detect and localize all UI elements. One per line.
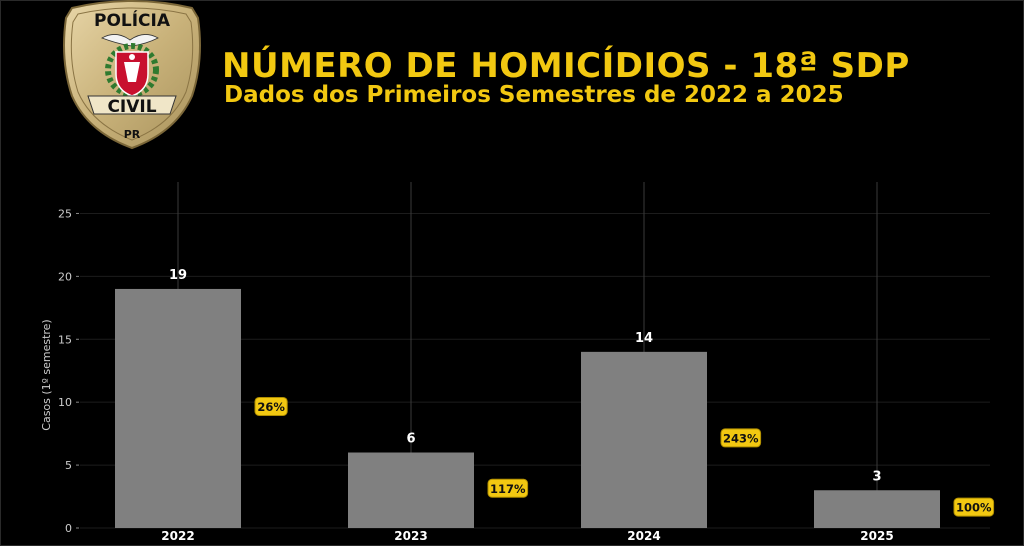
percent-badge	[254, 396, 288, 416]
y-axis-label: Casos (1º semestre)	[40, 319, 53, 430]
label-layer: 19 2022 26% 6 2023 117% 14 2024 243% 3 2025 100%	[161, 268, 995, 543]
police-badge-icon: POLÍCIA CIVIL PR	[58, 0, 206, 150]
value-label: 3	[872, 469, 881, 484]
axis-layer: 0 5 10 15 20 25 Casos (1º semestre)	[40, 207, 79, 535]
bar	[115, 288, 241, 528]
y-tick-label: 0	[65, 522, 72, 535]
bar-layer	[115, 288, 940, 528]
chart-subtitle: Dados dos Primeiros Semestres de 2022 a …	[224, 82, 844, 108]
percent-label: 26%	[257, 400, 285, 414]
badge-state-text: PR	[124, 128, 141, 141]
value-label: 19	[169, 268, 187, 283]
chart-title: NÚMERO DE HOMICÍDIOS - 18ª SDP	[222, 46, 910, 86]
x-tick-label: 2022	[161, 529, 194, 543]
x-tick-label: 2023	[394, 529, 427, 543]
percent-label: 243%	[723, 431, 759, 445]
percent-label: 100%	[956, 501, 992, 515]
y-tick-label: 20	[58, 270, 72, 283]
x-tick-label: 2024	[627, 529, 660, 543]
y-tick-label: 10	[58, 396, 72, 409]
value-label: 6	[406, 432, 415, 447]
bar	[814, 490, 940, 528]
value-label: 14	[635, 331, 653, 346]
percent-badge	[720, 428, 762, 448]
y-tick-label: 15	[58, 333, 72, 346]
badge-top-text: POLÍCIA	[94, 9, 171, 31]
percent-badge	[953, 497, 995, 517]
x-tick-label: 2025	[860, 529, 893, 543]
bar	[348, 452, 474, 528]
y-tick-label: 5	[65, 459, 72, 472]
percent-label: 117%	[490, 482, 526, 496]
bar	[581, 351, 707, 528]
y-tick-label: 25	[58, 207, 72, 220]
badge-bottom-text: CIVIL	[107, 97, 156, 117]
percent-badge	[487, 478, 529, 498]
